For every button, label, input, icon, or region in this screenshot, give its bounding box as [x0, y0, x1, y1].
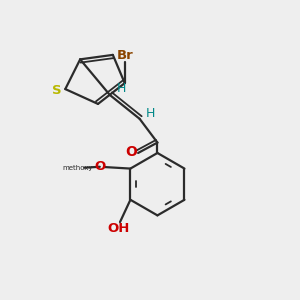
Text: Br: Br	[116, 49, 133, 62]
Text: O: O	[126, 146, 137, 159]
Text: methoxy: methoxy	[62, 165, 93, 171]
Text: O: O	[94, 160, 105, 173]
Text: H: H	[116, 82, 126, 95]
Text: OH: OH	[107, 222, 130, 235]
Text: S: S	[52, 84, 62, 98]
Text: H: H	[146, 107, 156, 120]
